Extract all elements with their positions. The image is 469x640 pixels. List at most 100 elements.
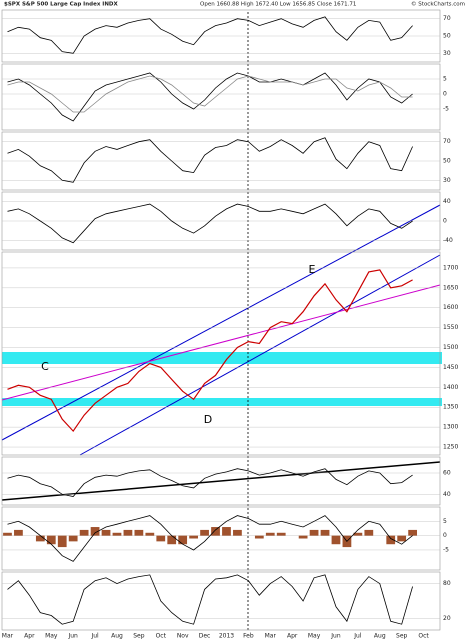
y-tick-label: -5 — [443, 546, 449, 553]
series-line — [7, 574, 413, 625]
histogram-bar — [123, 529, 133, 536]
series-line — [7, 203, 413, 244]
panel-frame — [1, 506, 441, 571]
x-tick-label: Sep — [133, 633, 145, 640]
histogram-bar — [408, 529, 418, 536]
x-tick-label: 2013 — [219, 633, 234, 640]
series-line — [7, 468, 413, 497]
support-band — [2, 398, 442, 406]
series-line — [7, 16, 413, 54]
histogram-bar — [309, 529, 319, 536]
x-tick-label: Aug — [374, 633, 386, 640]
histogram-bar — [167, 535, 177, 545]
panel-frame — [1, 251, 441, 456]
trend-line — [1, 284, 441, 401]
histogram-bar — [265, 532, 275, 536]
histogram-bar — [353, 532, 363, 536]
histogram-bar — [46, 535, 56, 545]
y-tick-label: 0 — [443, 218, 447, 225]
y-tick-label: 70 — [443, 15, 451, 22]
y-tick-label: 1300 — [443, 424, 458, 431]
x-tick-label: Oct — [418, 633, 429, 640]
support-band — [2, 352, 442, 364]
histogram-bar — [189, 535, 199, 539]
histogram-bar — [178, 535, 188, 545]
y-tick-label: 0 — [443, 532, 447, 539]
histogram-bar — [90, 527, 100, 536]
trend-line — [1, 204, 441, 441]
histogram-bar — [397, 535, 407, 542]
histogram-bar — [57, 535, 67, 548]
y-tick-label: 1500 — [443, 344, 458, 351]
x-tick-label: Dec — [199, 633, 211, 640]
chart-title: $SPX S&P 500 Large Cap Index INDX — [4, 2, 118, 8]
histogram-bar — [145, 532, 155, 536]
histogram-bar — [211, 527, 220, 536]
y-tick-label: -5 — [443, 106, 449, 113]
x-tick-label: Aug — [111, 633, 123, 640]
x-tick-label: Mar — [265, 633, 277, 640]
histogram-bar — [14, 529, 23, 536]
y-tick-label: 1250 — [443, 444, 458, 451]
y-tick-label: 30 — [443, 50, 451, 57]
y-tick-label: 5 — [443, 76, 447, 83]
y-tick-label: 30 — [443, 177, 451, 184]
x-tick-label: May — [45, 633, 58, 640]
trend-line — [79, 254, 441, 456]
histogram-bar — [35, 535, 45, 542]
x-tick-label: Jul — [90, 633, 99, 640]
x-tick-label: Jul — [353, 633, 362, 640]
y-tick-label: 80 — [443, 580, 451, 587]
histogram-bar — [254, 535, 264, 539]
histogram-bar — [364, 529, 374, 536]
panel-frame — [1, 63, 441, 131]
y-tick-label: 1600 — [443, 304, 458, 311]
series-line — [7, 269, 413, 433]
histogram-bar — [386, 535, 396, 545]
series-line — [7, 515, 413, 562]
x-tick-label: May — [308, 633, 321, 640]
series-line — [7, 137, 413, 183]
annotation: E — [309, 263, 316, 276]
histogram-bar — [276, 532, 286, 536]
price-summary: Open 1660.88 High 1672.40 Low 1656.85 Cl… — [200, 2, 356, 8]
y-tick-label: 70 — [443, 138, 451, 145]
y-tick-label: 40 — [443, 198, 451, 205]
y-tick-label: 1550 — [443, 324, 458, 331]
panel-frame — [1, 456, 441, 506]
histogram-bar — [101, 529, 111, 536]
trend-line — [1, 461, 441, 501]
histogram-bar — [79, 529, 89, 536]
x-tick-label: Apr — [287, 633, 298, 640]
histogram-bar — [3, 532, 12, 536]
x-tick-label: Feb — [243, 633, 254, 640]
histogram-bar — [68, 535, 78, 542]
y-tick-label: 0 — [443, 91, 447, 98]
y-tick-label: 40 — [443, 491, 451, 498]
histogram-bar — [320, 529, 330, 536]
histogram-bar — [331, 535, 341, 545]
x-tick-label: Mar — [2, 633, 14, 640]
x-tick-label: Oct — [156, 633, 167, 640]
y-tick-label: 5 — [443, 518, 447, 525]
y-tick-label: 60 — [443, 470, 451, 477]
x-tick-label: Jun — [67, 633, 78, 640]
histogram-bar — [233, 529, 242, 536]
histogram-bar — [222, 527, 231, 536]
x-tick-label: Nov — [177, 633, 189, 640]
annotation: C — [41, 360, 49, 373]
x-tick-label: Apr — [24, 633, 35, 640]
x-tick-label: Jun — [330, 633, 341, 640]
x-tick-label: Sep — [396, 633, 408, 640]
histogram-bar — [156, 535, 166, 542]
histogram-bar — [298, 535, 308, 539]
series-line — [7, 72, 413, 122]
y-tick-label: 1450 — [443, 364, 458, 371]
y-tick-label: -40 — [443, 237, 453, 244]
credit: © StockCharts.com — [411, 1, 465, 8]
y-tick-label: 1400 — [443, 384, 458, 391]
y-tick-label: 1700 — [443, 264, 458, 271]
y-tick-label: 20 — [443, 615, 451, 622]
